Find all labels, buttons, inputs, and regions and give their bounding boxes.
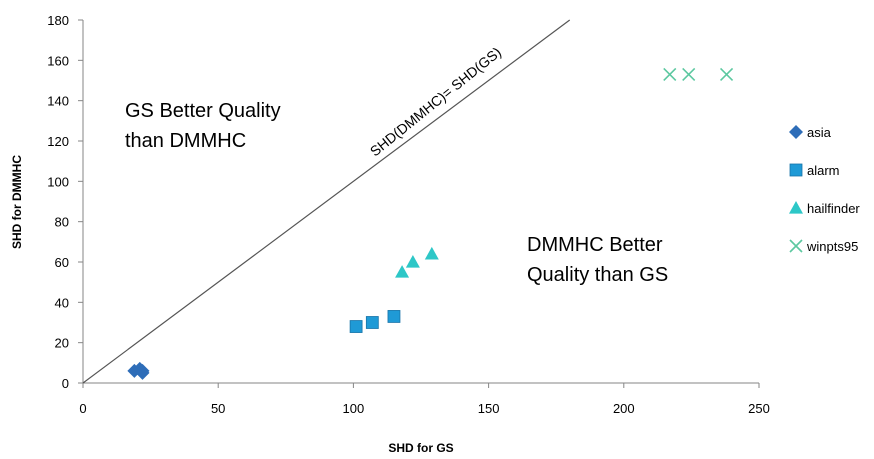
y-tick-label: 40	[55, 295, 69, 310]
annotation-gs-better-line1: GS Better Quality	[125, 100, 281, 122]
data-points	[127, 67, 734, 380]
legend-asia-label: asia	[807, 125, 832, 140]
y-tick-label: 160	[47, 53, 69, 68]
alarm-point	[349, 320, 363, 333]
legend: asia alarm hailfinder winpts95	[789, 125, 860, 254]
x-tick-label: 100	[343, 401, 365, 416]
y-tick-label: 60	[55, 255, 69, 270]
reference-line-group	[82, 19, 571, 384]
winpts95-point	[663, 67, 677, 82]
y-tick-label: 80	[55, 215, 69, 230]
hailfinder-point	[405, 255, 420, 268]
x-tick-label: 250	[748, 401, 770, 416]
y-tick-label: 20	[55, 336, 69, 351]
legend-winpts95-marker	[789, 239, 803, 253]
annotation-gs-better-line2: than DMMHC	[125, 130, 246, 152]
legend-winpts95-label: winpts95	[806, 239, 858, 254]
alarm-point	[365, 316, 379, 329]
winpts95-point	[682, 67, 696, 82]
annotation-dmmhc-better-line2: Quality than GS	[527, 264, 668, 286]
y-tick-label: 140	[47, 94, 69, 109]
legend-alarm-label: alarm	[807, 163, 840, 178]
legend-hailfinder-label: hailfinder	[807, 201, 860, 216]
y-tick-label: 100	[47, 174, 69, 189]
hailfinder-point	[424, 246, 439, 260]
y-tick-label: 0	[62, 376, 69, 391]
x-tick-label: 200	[613, 401, 635, 416]
hailfinder-point	[395, 265, 410, 278]
x-tick-label: 0	[79, 401, 86, 416]
x-tick-label: 150	[478, 401, 500, 416]
x-axis-title: SHD for GS	[388, 441, 453, 455]
asia-point	[135, 365, 150, 380]
winpts95-point	[719, 67, 734, 82]
y-tick-label: 180	[47, 13, 69, 28]
x-tick-label: 50	[211, 401, 225, 416]
y-axis-title: SHD for DMMHC	[10, 155, 24, 249]
y-tick-label: 120	[47, 134, 69, 149]
reference-line	[82, 19, 571, 384]
legend-asia-marker	[789, 125, 803, 139]
axes: 0 50 100 150 200 250 0 20 40 60 80 100 120 140 160 180	[47, 13, 770, 416]
legend-alarm-marker	[789, 163, 803, 177]
annotation-dmmhc-better-line1: DMMHC Better	[527, 234, 663, 256]
legend-hailfinder-marker	[789, 201, 803, 214]
alarm-point	[387, 310, 401, 323]
reference-line-label: SHD(DMMHC)= SHD(GS)	[367, 44, 504, 159]
